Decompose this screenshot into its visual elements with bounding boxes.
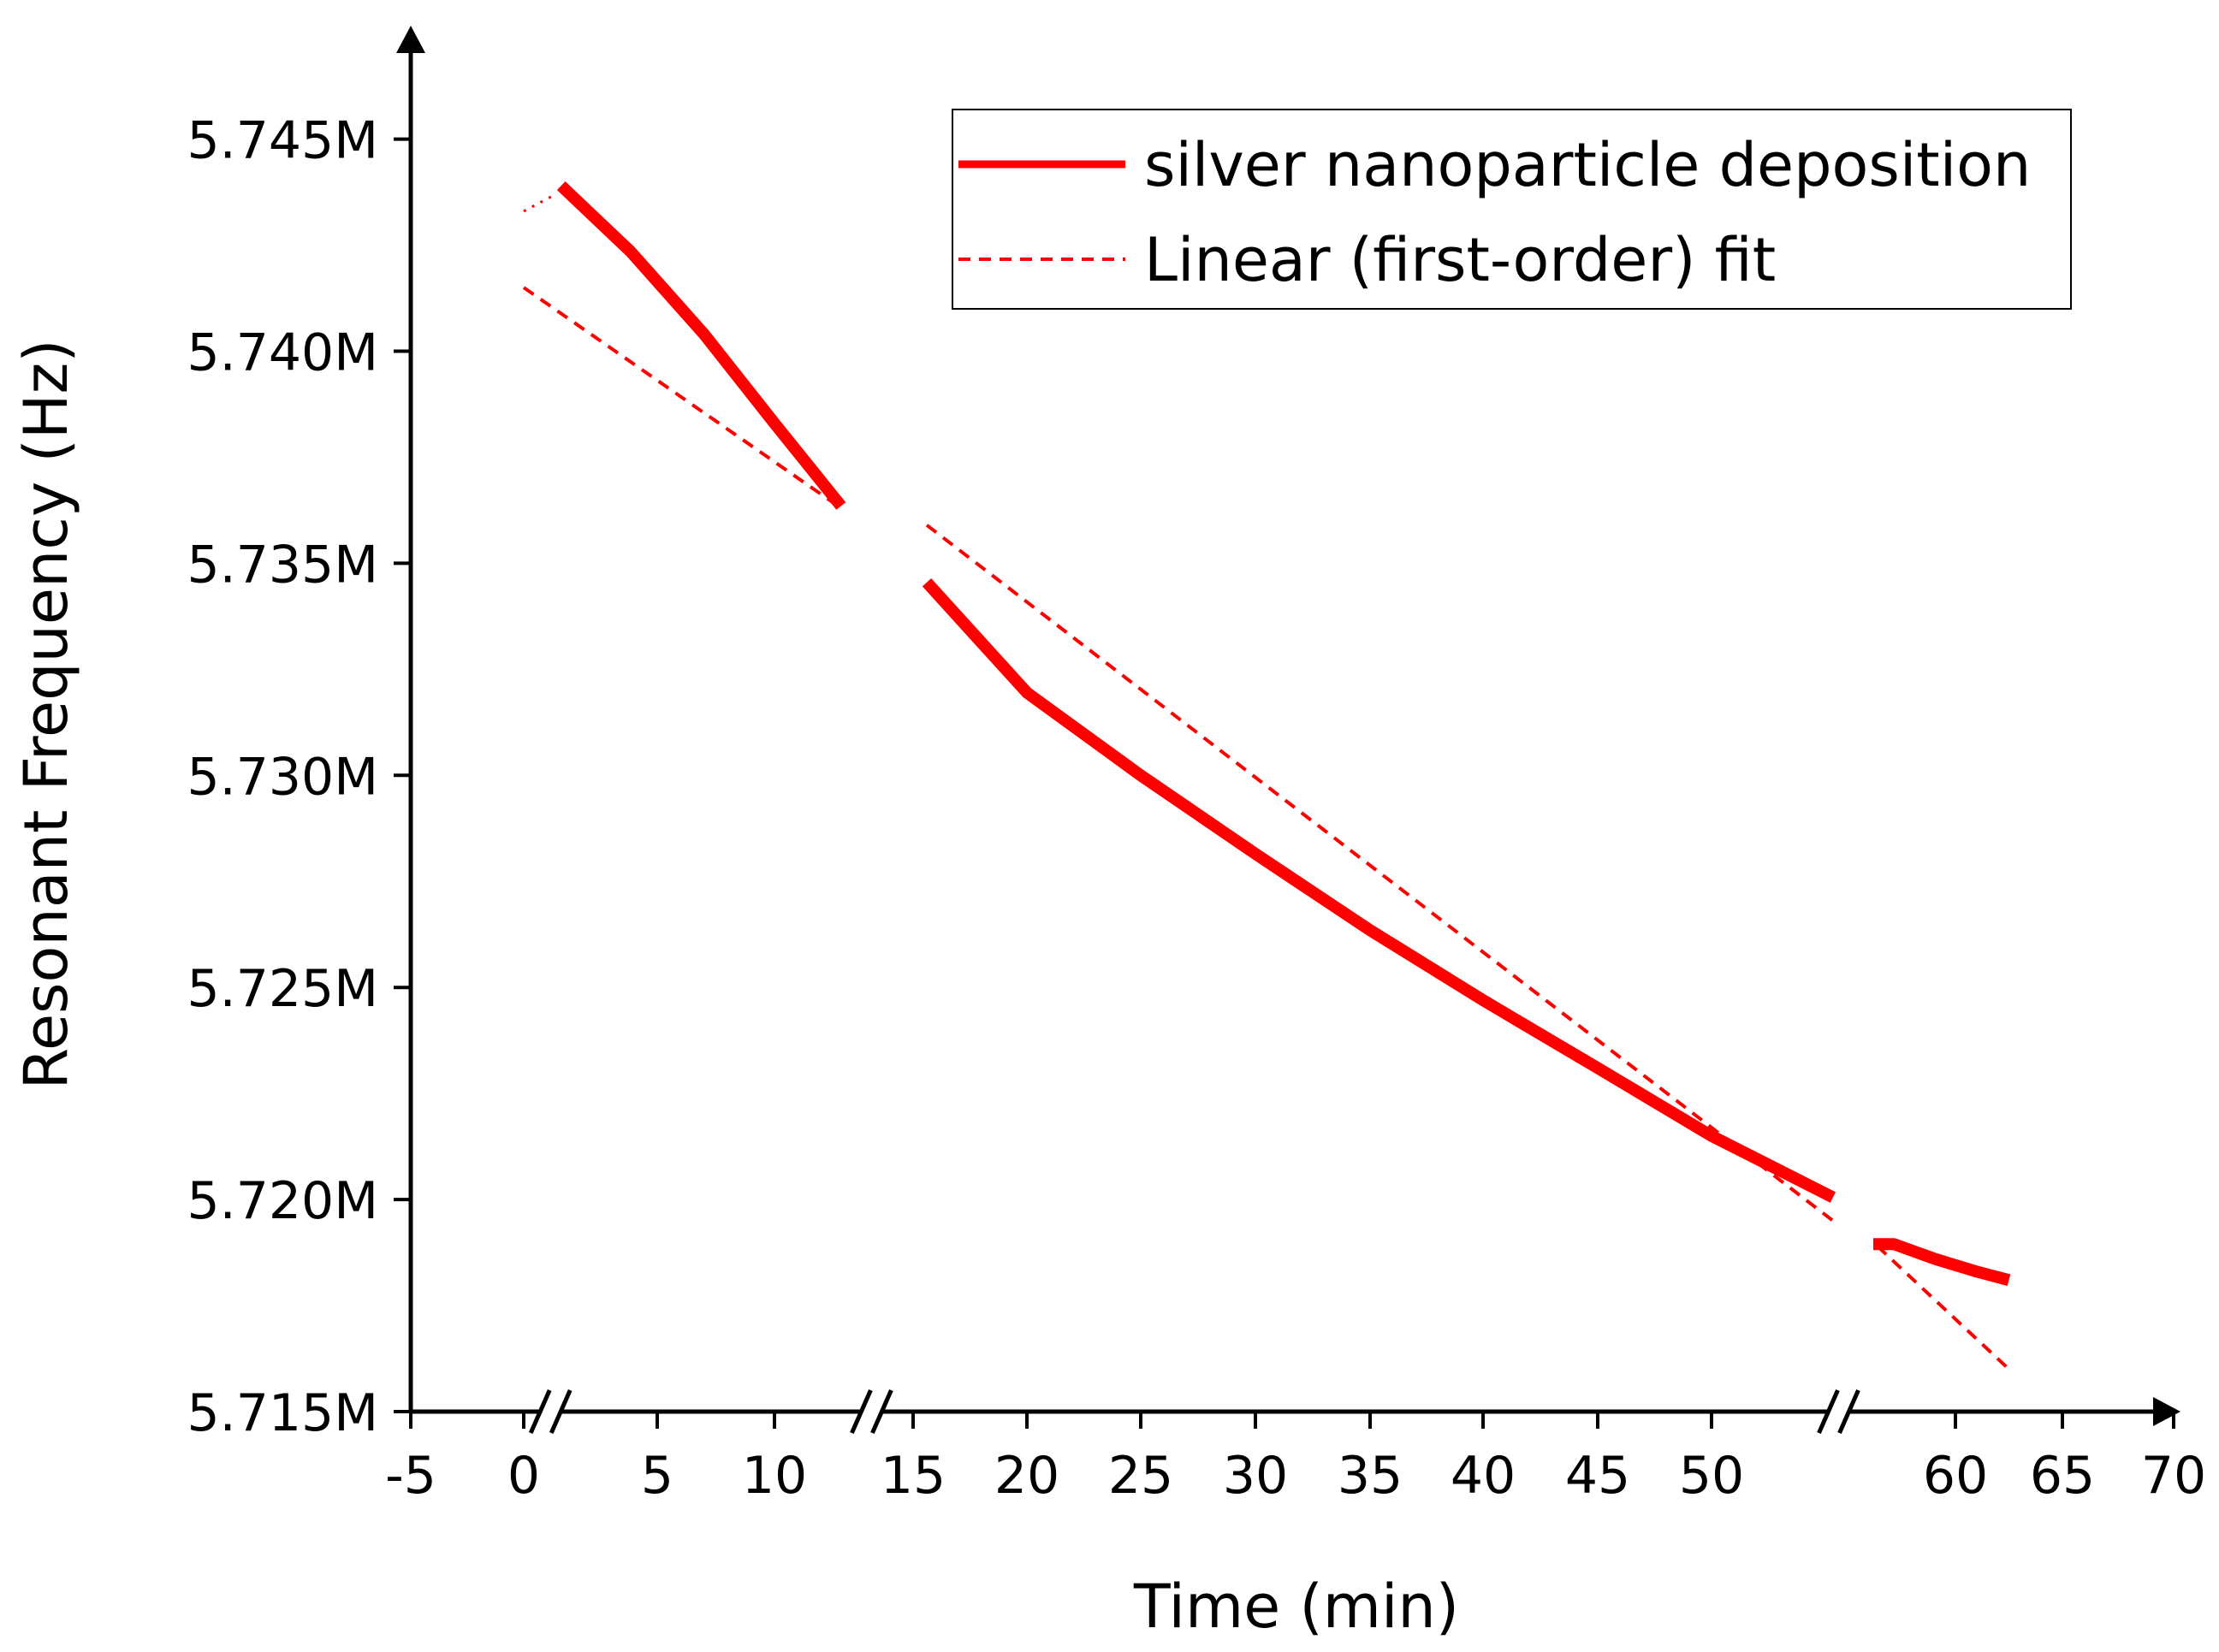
series-2-line-segment-3 [1876,1245,2010,1371]
y-tick-label: 5.735M [187,535,378,595]
x-tick-label: 40 [1451,1446,1516,1506]
x-tick-label: 30 [1223,1446,1288,1506]
y-tick-label: 5.725M [187,959,378,1019]
x-tick-label: 60 [1923,1446,1988,1506]
x-tick-label: -5 [385,1446,436,1506]
x-tick-label: 45 [1565,1446,1630,1506]
legend-box [952,109,2072,310]
x-tick-label: 0 [507,1446,540,1506]
y-axis-arrow [396,26,425,53]
plot-area [522,181,2011,1371]
legend: silver nanoparticle deposition Linear (f… [952,109,2072,310]
axis-break-mark-1-2 [549,1389,573,1435]
legend-label-series-1: silver nanoparticle deposition [1144,130,2031,200]
axis-break-mark-3-2 [1837,1389,1860,1435]
legend-label-series-2: Linear (first-order) fit [1144,225,1776,295]
series-2-line-segment-2 [925,524,1835,1223]
series-1-line-segment-3 [1873,1238,2011,1287]
series-1-line-segment-1 [556,181,846,510]
y-tick-label: 5.745M [187,111,378,171]
x-axis-title: Time (min) [1133,1572,1459,1642]
x-tick-label: 20 [994,1446,1059,1506]
x-tick-label: 15 [881,1446,946,1506]
y-tick-label: 5.720M [187,1171,378,1231]
axis-break-mark-3-1 [1817,1389,1840,1435]
x-tick-label: 25 [1108,1446,1173,1506]
axes: -5 0 5 10 15 20 25 30 35 40 45 50 60 65 70 5.715M 5.720M… [187,26,2206,1506]
y-axis-title: Resonant Frequency (Hz) [11,339,81,1089]
y-tick-label: 5.730M [187,747,378,807]
x-tick-label: 65 [2030,1446,2095,1506]
axis-break-mark-2-2 [870,1389,893,1435]
x-tick-label: 5 [641,1446,673,1506]
x-axis-arrow [2153,1397,2180,1426]
y-tick-label: 5.715M [187,1383,378,1443]
x-tick-label: 10 [742,1446,807,1506]
x-tick-label: 50 [1679,1446,1744,1506]
x-tick-label: 70 [2141,1446,2206,1506]
series-3-line-segment-1 [523,192,557,213]
x-tick-label: 35 [1338,1446,1403,1506]
series-1-line-segment-2 [922,577,1836,1203]
axis-break-mark-2-1 [850,1389,873,1435]
axis-break-mark-1-1 [528,1389,552,1435]
y-tick-label: 5.740M [187,323,378,383]
series-2-line-segment-1 [522,286,842,510]
